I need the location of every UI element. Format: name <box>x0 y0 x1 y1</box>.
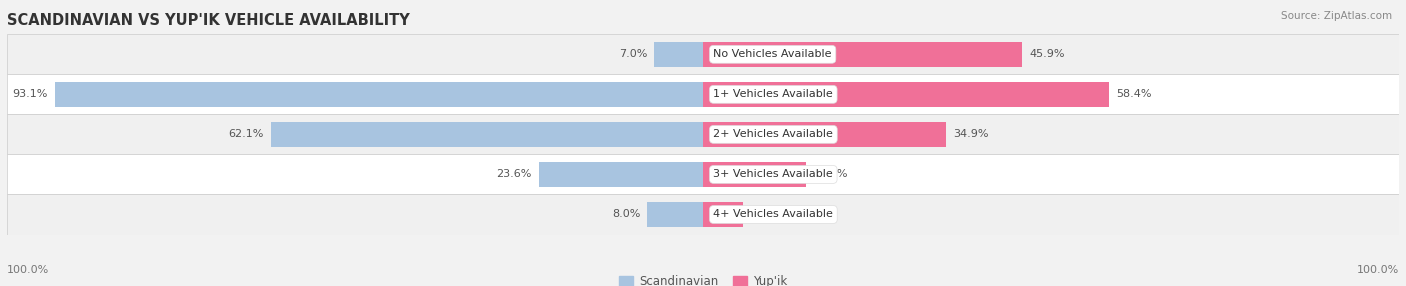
Bar <box>703 42 1022 67</box>
Text: 45.9%: 45.9% <box>1029 49 1064 59</box>
Text: 2+ Vehicles Available: 2+ Vehicles Available <box>713 130 834 139</box>
Text: Source: ZipAtlas.com: Source: ZipAtlas.com <box>1281 11 1392 21</box>
Bar <box>703 162 806 187</box>
Text: SCANDINAVIAN VS YUP'IK VEHICLE AVAILABILITY: SCANDINAVIAN VS YUP'IK VEHICLE AVAILABIL… <box>7 13 409 28</box>
Text: 3+ Vehicles Available: 3+ Vehicles Available <box>713 170 834 179</box>
Bar <box>7 74 1399 114</box>
Bar <box>647 202 703 227</box>
Bar <box>7 154 1399 194</box>
Text: 1+ Vehicles Available: 1+ Vehicles Available <box>713 90 834 99</box>
Bar <box>703 202 742 227</box>
Bar <box>654 42 703 67</box>
Legend: Scandinavian, Yup'ik: Scandinavian, Yup'ik <box>614 270 792 286</box>
Text: 100.0%: 100.0% <box>7 265 49 275</box>
Bar <box>703 82 1109 107</box>
Bar <box>271 122 703 147</box>
Text: No Vehicles Available: No Vehicles Available <box>713 49 832 59</box>
Text: 34.9%: 34.9% <box>953 130 988 139</box>
Bar <box>703 122 946 147</box>
Bar <box>55 82 703 107</box>
Bar <box>7 114 1399 154</box>
Text: 14.8%: 14.8% <box>813 170 848 179</box>
Text: 23.6%: 23.6% <box>496 170 531 179</box>
Text: 4+ Vehicles Available: 4+ Vehicles Available <box>713 210 834 219</box>
Bar <box>7 194 1399 235</box>
Text: 100.0%: 100.0% <box>1357 265 1399 275</box>
Text: 62.1%: 62.1% <box>228 130 264 139</box>
Text: 8.0%: 8.0% <box>612 210 640 219</box>
Bar <box>538 162 703 187</box>
Bar <box>7 34 1399 74</box>
Text: 7.0%: 7.0% <box>619 49 647 59</box>
Text: 58.4%: 58.4% <box>1116 90 1152 99</box>
Text: 5.7%: 5.7% <box>749 210 778 219</box>
Text: 93.1%: 93.1% <box>13 90 48 99</box>
